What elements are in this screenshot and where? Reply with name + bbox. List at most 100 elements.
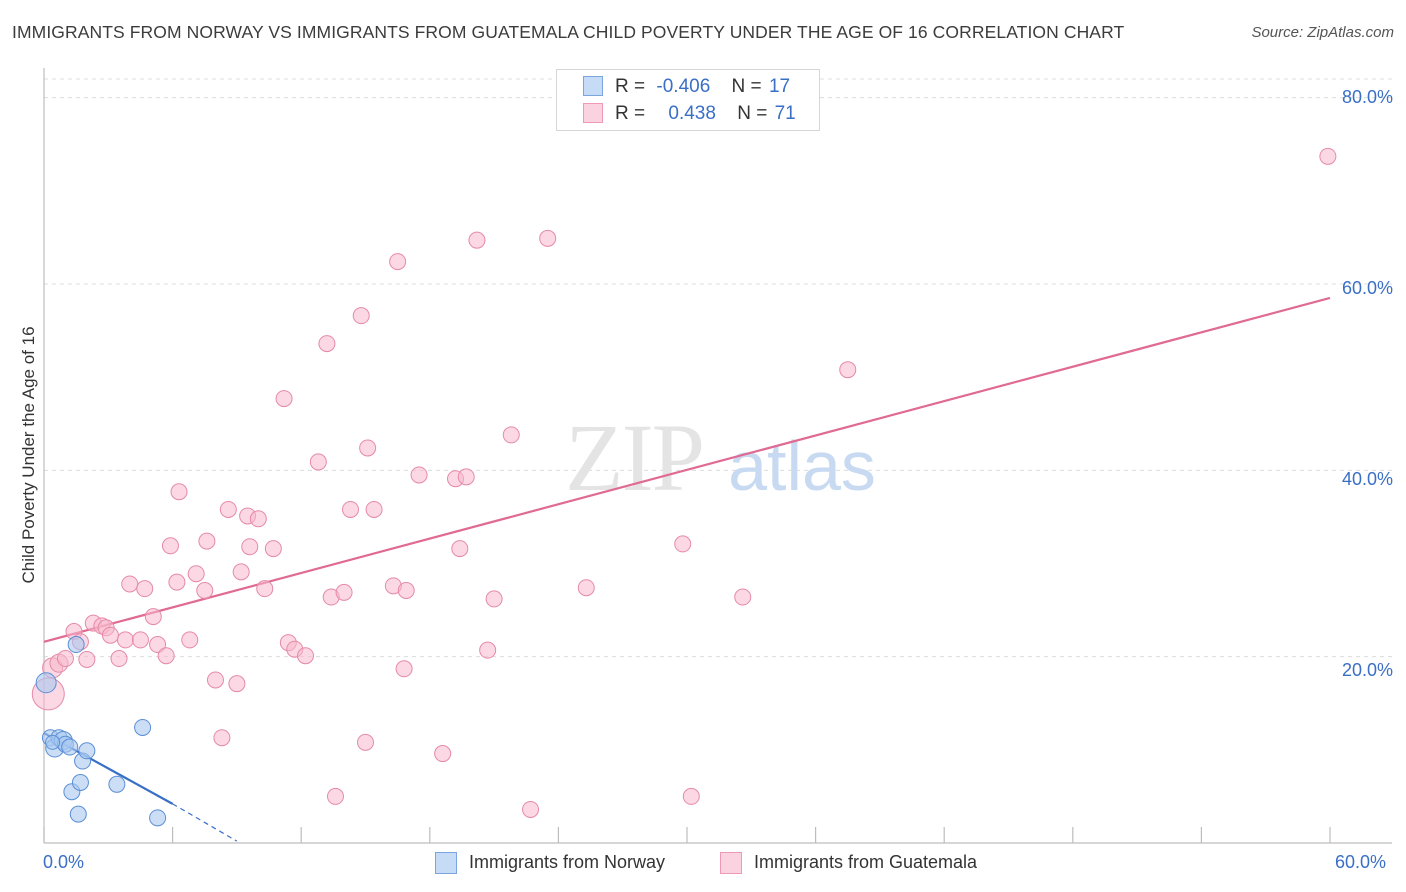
- bottom-legend-swatch-guatemala: [720, 852, 742, 874]
- guatemala-point: [256, 580, 274, 598]
- y-tick-label-60: 60.0%: [1341, 278, 1393, 298]
- norway-point: [67, 636, 85, 654]
- legend-n-value-guatemala: 71: [774, 103, 796, 124]
- x-tick-label-60: 60.0%: [1335, 852, 1387, 872]
- guatemala-point: [577, 579, 595, 597]
- guatemala-point: [341, 500, 359, 518]
- guatemala-point: [56, 650, 74, 668]
- guatemala-point: [682, 787, 700, 805]
- norway-point: [149, 809, 167, 827]
- guatemala-point: [78, 650, 96, 668]
- guatemala-point: [539, 229, 557, 247]
- guatemala-point: [264, 540, 282, 558]
- legend-text-guatemala: R = 0.438 N = 71: [615, 103, 796, 125]
- guatemala-point: [144, 608, 162, 626]
- guatemala-point: [479, 641, 497, 659]
- legend-swatch-guatemala: [583, 103, 603, 123]
- bottom-legend-label-guatemala: Immigrants from Guatemala: [754, 852, 978, 872]
- guatemala-point: [318, 335, 336, 353]
- guatemala-point: [326, 787, 344, 805]
- watermark-zip: ZIP: [565, 404, 703, 511]
- guatemala-point: [522, 800, 540, 818]
- guatemala-point: [181, 631, 199, 649]
- guatemala-point: [110, 650, 128, 668]
- norway-points: [35, 636, 167, 827]
- norway-trend-extension: [172, 803, 238, 842]
- guatemala-point: [161, 537, 179, 555]
- guatemala-point: [219, 500, 237, 518]
- guatemala-point: [365, 500, 383, 518]
- axes: [43, 68, 1392, 844]
- correlation-legend: R = -0.406 N = 17 R = 0.438 N = 71: [556, 69, 820, 131]
- guatemala-point: [101, 626, 119, 644]
- legend-n-value-norway: 17: [768, 76, 791, 97]
- norway-point: [69, 805, 87, 823]
- norway-point: [108, 775, 126, 793]
- bottom-legend-label-norway: Immigrants from Norway: [469, 852, 666, 872]
- guatemala-point: [485, 590, 503, 608]
- y-tick-label-80: 80.0%: [1341, 87, 1393, 107]
- guatemala-point: [187, 565, 205, 583]
- guatemala-point: [170, 483, 188, 501]
- guatemala-point: [228, 675, 246, 693]
- guatemala-point: [275, 390, 293, 408]
- guatemala-point: [502, 426, 520, 444]
- guatemala-point: [457, 468, 475, 486]
- guatemala-point: [168, 573, 186, 591]
- legend-n-label: N =: [737, 103, 768, 124]
- guatemala-point: [395, 660, 413, 678]
- legend-r-value-norway: -0.406: [656, 76, 711, 97]
- guatemala-point: [357, 733, 374, 751]
- guatemala-point: [157, 647, 175, 665]
- legend-n-label: N =: [731, 76, 762, 97]
- source-label: Source: ZipAtlas.com: [1251, 24, 1394, 41]
- x-tick-label-0: 0.0%: [43, 852, 85, 872]
- guatemala-point: [389, 253, 407, 271]
- guatemala-point: [196, 582, 214, 600]
- legend-r-label: R =: [615, 103, 646, 124]
- norway-point: [61, 738, 79, 756]
- norway-point: [35, 672, 57, 694]
- norway-point: [134, 718, 152, 736]
- y-tick-label-20: 20.0%: [1341, 660, 1393, 680]
- guatemala-point: [249, 510, 267, 528]
- guatemala-point: [241, 538, 259, 556]
- guatemala-point: [410, 466, 428, 484]
- guatemala-point: [451, 540, 469, 558]
- guatemala-points: [31, 147, 1337, 818]
- guatemala-point: [131, 631, 149, 649]
- guatemala-point: [121, 575, 139, 593]
- y-tick-label-40: 40.0%: [1341, 469, 1393, 489]
- watermark: ZIP atlas: [565, 404, 876, 511]
- y-axis-title: Child Poverty Under the Age of 16: [19, 326, 38, 584]
- guatemala-point: [206, 671, 224, 689]
- norway-point: [78, 742, 96, 760]
- legend-r-value-guatemala: 0.438: [668, 103, 716, 124]
- guatemala-point: [136, 580, 154, 598]
- norway-point: [71, 773, 89, 791]
- guatemala-point: [296, 647, 314, 665]
- guatemala-point: [1319, 147, 1337, 165]
- chart-title: IMMIGRANTS FROM NORWAY VS IMMIGRANTS FRO…: [12, 22, 1125, 42]
- guatemala-point: [149, 636, 167, 654]
- guatemala-point: [352, 307, 370, 325]
- guatemala-point: [309, 453, 327, 471]
- guatemala-point: [468, 231, 486, 249]
- guatemala-point: [397, 582, 415, 600]
- guatemala-point: [434, 745, 452, 763]
- guatemala-point: [213, 729, 231, 747]
- guatemala-point: [232, 563, 250, 581]
- norway-point: [45, 734, 61, 750]
- legend-swatch-norway: [583, 76, 603, 96]
- guatemala-point: [734, 588, 752, 606]
- guatemala-point: [359, 439, 377, 457]
- bottom-legend-swatch-norway: [435, 852, 457, 874]
- guatemala-point: [839, 361, 857, 379]
- guatemala-point: [335, 583, 353, 601]
- guatemala-point: [116, 631, 134, 649]
- guatemala-point: [674, 535, 692, 553]
- legend-text-norway: R = -0.406 N = 17: [615, 76, 790, 98]
- legend-r-label: R =: [615, 76, 646, 97]
- guatemala-point: [198, 532, 216, 550]
